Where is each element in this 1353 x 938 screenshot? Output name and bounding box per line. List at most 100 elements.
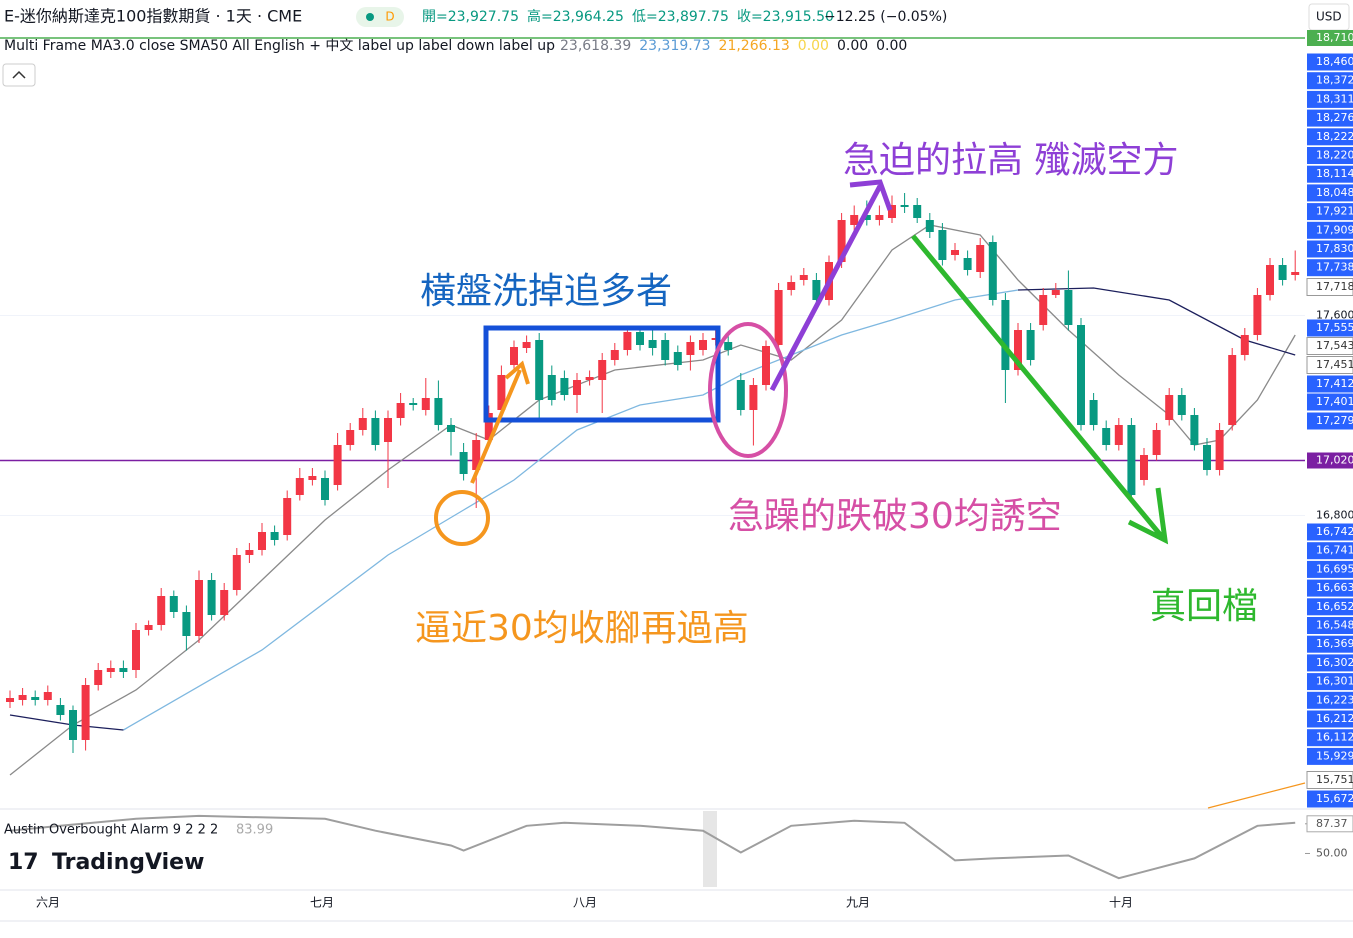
candle-body <box>358 418 367 430</box>
candle-body <box>1114 425 1123 445</box>
price-tag: 17,279 <box>1316 414 1353 427</box>
candle-body <box>472 440 481 470</box>
indicator-value: 0.00 <box>876 38 907 54</box>
candle-body <box>220 590 229 615</box>
ohlc: 開=23,927.75 高=23,964.25 低=23,897.75 收=23,91… <box>422 8 834 25</box>
candle-body <box>6 698 14 702</box>
price-tag-box <box>1307 790 1353 808</box>
price-tag-box <box>1307 259 1353 277</box>
candle-body <box>106 668 115 672</box>
candle-body <box>157 596 166 625</box>
oscillator: 87.37 50.00 <box>9 814 1353 880</box>
candle-body <box>447 425 455 432</box>
candle-body <box>1089 400 1098 425</box>
price-tag: 18,710 <box>1316 31 1353 44</box>
candle-body <box>1240 335 1249 355</box>
candle-body <box>69 710 77 740</box>
candle-body <box>232 555 241 590</box>
candle-body <box>547 375 556 400</box>
price-tag-box <box>1306 278 1353 296</box>
range-box <box>483 325 721 423</box>
collapse-icon[interactable] <box>12 70 26 79</box>
annotation: 逼近30均收腳再過高 <box>415 608 749 649</box>
price-tag: 18,220 <box>1316 149 1353 162</box>
annotation: 橫盤洗掉追多者 <box>420 271 672 312</box>
price-tag-box <box>1307 691 1353 709</box>
price-tag-box <box>1307 30 1353 46</box>
price-tag: 16,742 <box>1316 525 1353 538</box>
candle-body <box>762 346 770 385</box>
annotation-shapes <box>434 179 1306 809</box>
candle-body <box>900 205 909 207</box>
candle-body <box>610 350 619 360</box>
ohlc-value: 低=23,897.75 <box>632 9 729 25</box>
price-tag-box <box>1307 412 1353 430</box>
status-dot <box>366 13 374 21</box>
status-pill <box>356 7 404 27</box>
price-tag: 18,222 <box>1316 130 1353 143</box>
indicator-name: Multi Frame MA3.0 close SMA50 All Englis… <box>4 38 555 54</box>
candle-body <box>132 630 140 670</box>
price-tag-box <box>1307 221 1353 239</box>
time-axis: 六月 七月 八月 九月 十月 <box>36 896 1133 910</box>
candle-body <box>850 215 859 225</box>
price-tag: 16,223 <box>1316 693 1353 706</box>
price-tag: 17,451 <box>1316 358 1353 371</box>
price-tag-box <box>1307 598 1353 616</box>
candle-body <box>585 377 594 380</box>
price-tag: 17,543 <box>1316 339 1353 352</box>
price-tag: 17,738 <box>1316 261 1353 274</box>
price-tag: 17,555 <box>1316 321 1353 334</box>
candle-body <box>976 245 985 272</box>
candle-body <box>333 445 342 485</box>
price-tag-box <box>1307 375 1353 393</box>
price-tag: 17,909 <box>1316 223 1353 236</box>
candle-body <box>598 360 607 380</box>
currency[interactable]: USD <box>1316 10 1342 24</box>
candle-body <box>1177 395 1186 415</box>
candle-body <box>295 478 304 495</box>
candle-body <box>724 342 733 350</box>
price-tag-box <box>1307 319 1353 337</box>
price-tag-box <box>1307 90 1353 108</box>
price-tag-box <box>1307 72 1353 90</box>
price-tag-box <box>1307 109 1353 127</box>
indicator-value: 23,618.39 <box>560 38 631 54</box>
candle-body <box>510 347 518 365</box>
candle-body <box>207 580 216 615</box>
x-tick-label: 十月 <box>1109 896 1133 910</box>
candle-body <box>81 685 90 740</box>
price-tag-box <box>1307 203 1353 221</box>
candle-body <box>1165 395 1174 420</box>
candle-body <box>1215 430 1224 470</box>
candle-body <box>1077 325 1085 425</box>
price-tag: 16,741 <box>1316 544 1353 557</box>
ohlc-value: 開=23,927.75 <box>422 9 519 25</box>
price-tag-box <box>1307 710 1353 728</box>
candle-body <box>31 697 40 700</box>
candle-body <box>56 705 65 715</box>
price-tag-box <box>1307 240 1353 258</box>
price-tag-box <box>1306 337 1353 355</box>
price-tag-box <box>1307 128 1353 146</box>
indicator-value: 21,266.13 <box>719 38 790 54</box>
collapse-button[interactable] <box>2 63 36 87</box>
price-tag: 15,672 <box>1316 792 1353 805</box>
price-tag: 17,718 <box>1316 280 1353 293</box>
price-tag-box <box>1306 356 1353 374</box>
candle-body <box>1051 290 1060 295</box>
price-tag: 16,652 <box>1316 600 1353 613</box>
candle-body <box>774 290 783 345</box>
price-tag: 18,048 <box>1316 186 1353 199</box>
candle-body <box>1228 355 1237 425</box>
candle-body <box>938 230 947 260</box>
indicator-value: 0.00 <box>837 38 868 54</box>
candle-body <box>1278 265 1287 280</box>
oscillator-value: 83.99 <box>236 823 273 838</box>
price-tag: 18,114 <box>1316 167 1353 180</box>
candle-body <box>1039 295 1048 325</box>
candle-body <box>270 532 279 540</box>
candle-body <box>749 385 758 410</box>
candle-body <box>119 668 128 672</box>
